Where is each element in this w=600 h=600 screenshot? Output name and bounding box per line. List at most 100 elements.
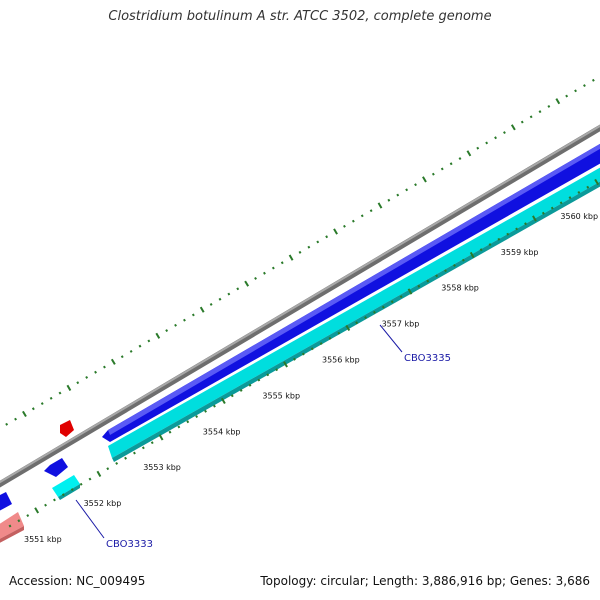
inner-minor-tick [390,300,394,304]
outer-minor-tick [49,396,53,400]
inner-major-tick [532,215,537,222]
inner-minor-tick [301,352,305,356]
outer-major-tick [466,150,472,157]
inner-minor-tick [381,305,385,309]
inner-major-tick [158,434,164,441]
inner-major-tick [594,178,600,186]
inner-minor-tick [426,279,430,283]
pseudo-gene-shadow [0,526,24,543]
forward-gene-edge[interactable] [0,492,12,516]
inner-minor-tick [186,420,190,424]
inner-minor-tick [115,461,119,465]
inner-minor-tick [79,482,83,486]
inner-minor-tick [26,514,30,518]
outer-minor-tick [396,193,400,197]
inner-minor-tick [515,227,519,231]
outer-minor-tick [360,214,364,218]
outer-minor-tick [40,402,44,406]
inner-minor-tick [257,378,261,382]
inner-minor-tick [319,342,323,346]
outer-minor-tick [271,266,275,270]
reverse-gene-small[interactable] [52,475,80,497]
inner-minor-tick [497,237,501,241]
inner-major-tick [283,361,288,368]
outer-minor-tick [565,94,569,98]
outer-minor-tick [307,245,311,249]
scale-label: 3556 kbp [322,356,360,365]
outer-minor-tick [280,261,284,265]
pseudo-gene[interactable] [0,512,24,544]
inner-minor-tick [310,347,314,351]
inner-minor-tick [444,269,447,273]
outer-minor-tick [405,188,409,192]
outer-tick-ring [5,78,595,426]
forward-gene-large-highlight [108,143,600,435]
outer-minor-tick [85,375,89,379]
outer-minor-tick [129,349,133,353]
label-line-cbo3335 [379,324,403,353]
inner-minor-tick [248,383,252,387]
inner-major-tick [345,324,351,332]
outer-minor-tick [254,276,257,280]
gene-label-cbo3333[interactable]: CBO3333 [106,539,153,550]
inner-minor-tick [568,196,572,200]
outer-major-tick [199,306,205,313]
inner-minor-tick [124,456,127,460]
inner-tick-ring: 3551 kbp 3552 kbp 3553 kbp 3554 kbp 3555 kbp… [8,178,600,544]
outer-minor-tick [236,287,240,291]
outer-major-tick [333,228,338,235]
inner-minor-tick [106,467,110,471]
scale-label: 3560 kbp [560,212,598,221]
inner-major-tick [407,288,413,295]
reverse-gene-small-shadow [58,484,80,500]
reverse-gene-large[interactable] [108,162,600,458]
outer-minor-tick [351,219,355,223]
inner-major-tick [220,397,226,405]
outer-minor-tick [191,313,195,317]
outer-minor-tick [147,339,151,343]
inner-minor-tick [53,498,56,502]
inner-minor-tick [204,409,207,413]
forward-gene-small[interactable] [44,458,68,477]
outer-major-tick [22,410,27,418]
rna-gene[interactable] [60,420,74,437]
inner-minor-tick [293,357,296,361]
scale-label: 3551 kbp [24,535,62,544]
outer-minor-tick [520,120,524,124]
gene-label-cbo3335[interactable]: CBO3335 [404,353,451,364]
inner-minor-tick [453,263,456,267]
outer-minor-tick [538,110,542,114]
outer-major-tick [377,202,383,209]
scale-label: 3559 kbp [501,248,539,257]
outer-major-tick [244,280,250,287]
inner-minor-tick [177,425,181,429]
inner-minor-tick [168,430,172,434]
inner-minor-tick [195,415,199,419]
accession-text: Accession: NC_009495 [9,574,146,588]
outer-minor-tick [298,250,302,254]
inner-minor-tick [461,258,465,262]
outer-minor-tick [316,240,320,244]
inner-minor-tick [328,336,332,340]
inner-minor-tick [266,373,270,377]
label-line-cbo3333 [75,499,105,539]
outer-minor-tick [120,355,124,359]
inner-minor-tick [17,519,21,523]
inner-minor-tick [239,388,243,392]
inner-minor-tick [337,331,341,335]
outer-minor-tick [209,302,213,306]
outer-minor-tick [94,370,97,374]
outer-minor-tick [5,422,9,426]
outer-minor-tick [414,183,417,187]
outer-minor-tick [58,391,62,395]
inner-minor-tick [506,232,510,236]
outer-minor-tick [458,157,462,161]
inner-major-tick [96,470,102,477]
inner-minor-tick [8,524,12,528]
inner-major-tick [34,507,40,514]
outer-minor-tick [227,292,231,296]
genome-backbone [0,124,600,488]
outer-minor-tick [76,381,80,385]
outer-minor-tick [485,141,489,145]
